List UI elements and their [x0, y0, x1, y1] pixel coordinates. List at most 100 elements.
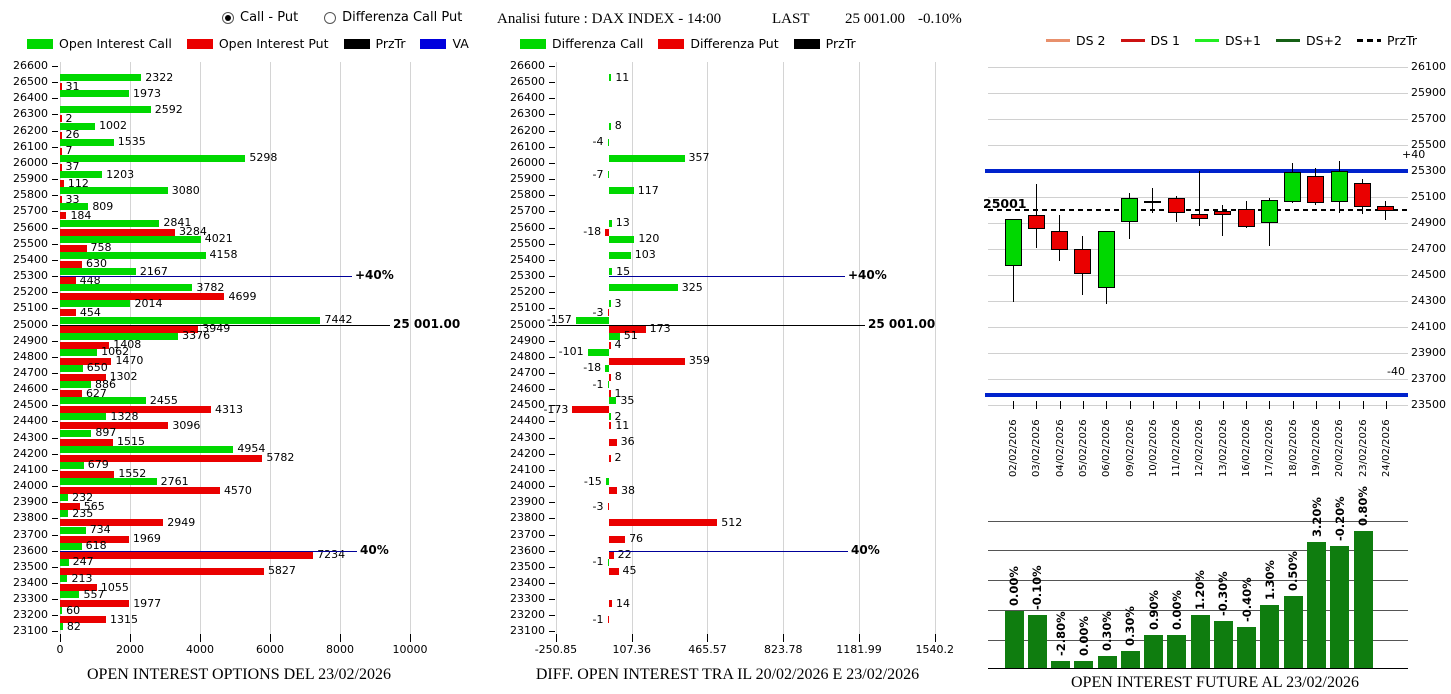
radio-differenza-call-put[interactable]: Differenza Call Put — [324, 10, 462, 25]
oi-future-bar — [1213, 621, 1233, 668]
candle-body — [1377, 206, 1395, 212]
legend-item: Open Interest Put — [186, 36, 329, 51]
strike-tick — [52, 292, 58, 294]
strike-tick — [52, 162, 58, 164]
bar-value-label: -3 — [592, 305, 604, 319]
strike-tick — [549, 372, 555, 374]
bar-value-label: 2 — [614, 409, 622, 423]
bar-value-label: 4 — [614, 338, 622, 352]
bar-value-label: 734 — [89, 523, 111, 537]
call-bar — [60, 187, 168, 195]
radio-unselected-icon[interactable] — [324, 11, 337, 24]
bar-value-label: 5298 — [249, 151, 278, 165]
bar-value-label: 1552 — [118, 467, 147, 481]
strike-tick — [549, 82, 555, 84]
bar-value-label: -1 — [592, 377, 604, 391]
call-bar — [607, 558, 609, 566]
call-bar — [609, 187, 634, 195]
strike-tick — [52, 550, 58, 552]
y-gridline — [988, 353, 1408, 354]
bar-value-label: 31 — [65, 79, 80, 93]
oi-future-bar — [1074, 661, 1094, 668]
y-gridline — [988, 145, 1408, 146]
bar-value-label: 2167 — [139, 264, 168, 278]
oi-bar-label: 0.30% — [1100, 611, 1115, 651]
bar-value-label: 2949 — [167, 515, 196, 529]
bar-value-label: 650 — [86, 361, 108, 375]
put-bar — [60, 147, 62, 155]
bar-value-label: 2 — [65, 111, 73, 125]
x-gridline — [858, 62, 860, 634]
date-axis-tick — [1292, 401, 1294, 409]
options-legend: Open Interest Call Open Interest Put PrzTr… — [27, 36, 484, 51]
oi-bar-label: 0.30% — [1123, 606, 1138, 646]
bar-value-label: 103 — [634, 248, 656, 262]
candle-body — [1004, 219, 1022, 266]
x-gridline — [130, 62, 131, 634]
bar-value-label: 454 — [79, 305, 101, 319]
call-bar — [60, 526, 86, 534]
oi-gridline — [988, 580, 1408, 581]
bar-value-label: -15 — [583, 474, 602, 488]
call-bar — [60, 348, 98, 356]
call-bar — [609, 154, 685, 162]
put-bar — [60, 438, 114, 446]
oi-future-bar — [1051, 661, 1071, 668]
call-bar — [60, 591, 80, 599]
y-gridline — [988, 67, 1408, 68]
x-axis-tick — [783, 634, 785, 642]
date-axis-tick — [1036, 401, 1038, 409]
bar-value-label: -173 — [543, 402, 569, 416]
strike-tick — [549, 583, 555, 585]
call-bar — [60, 445, 234, 453]
strike-tick — [549, 469, 555, 471]
strike-label: 25700 — [13, 204, 48, 218]
y-axis-label: 23700 — [1411, 372, 1446, 385]
radio-call-put[interactable]: Call - Put — [222, 10, 298, 25]
strike-tick — [52, 98, 58, 100]
put-bar — [607, 503, 609, 511]
call-bar — [60, 251, 206, 259]
call-bar — [575, 316, 609, 324]
strike-tick — [549, 566, 555, 568]
date-axis-tick — [1152, 401, 1154, 409]
x-tick-label: 465.57 — [688, 643, 727, 656]
oi-bar-label: 0.80% — [1356, 486, 1371, 526]
bar-value-label: 3949 — [202, 322, 231, 335]
x-gridline — [631, 62, 633, 634]
strike-label: 25000 — [13, 317, 48, 331]
annotation-label: +40% — [848, 268, 887, 283]
strike-tick — [52, 324, 58, 326]
bar-value-label: 1062 — [101, 345, 130, 359]
put-bar — [609, 535, 626, 543]
bar-value-label: -1 — [592, 555, 604, 569]
strike-label: 23900 — [13, 495, 48, 509]
strike-tick — [52, 114, 58, 116]
y-axis-label: 24300 — [1411, 294, 1446, 307]
call-bar — [60, 381, 91, 389]
strike-label: 24900 — [13, 333, 48, 347]
bar-value-label: 1470 — [115, 354, 144, 368]
put-bar — [609, 487, 618, 495]
oi-bar-label: -0.30% — [1216, 571, 1231, 616]
oi-bar-label: 0.50% — [1286, 551, 1301, 591]
put-bar — [60, 228, 175, 236]
candle-wick — [1152, 187, 1154, 213]
put-bar — [60, 373, 106, 381]
bar-value-label: 3096 — [172, 418, 201, 432]
x-tick-label: 1540.2 — [915, 643, 955, 656]
legend-label: DS+1 — [1225, 33, 1261, 48]
strike-label: 26300 — [13, 107, 48, 121]
strike-tick — [52, 469, 58, 471]
strike-label: 24500 — [13, 398, 48, 412]
oi-bar-label: 0.00% — [1007, 566, 1021, 606]
radio-selected-icon[interactable] — [222, 11, 234, 24]
strike-tick — [549, 130, 555, 132]
prztr-dashed-line — [988, 208, 1408, 211]
x-tick-label: 10000 — [392, 643, 428, 656]
strike-tick — [52, 502, 58, 504]
date-axis-tick — [1059, 401, 1061, 409]
strike-tick — [52, 566, 58, 568]
strike-label: 26400 — [13, 91, 48, 105]
put-bar — [609, 567, 619, 575]
